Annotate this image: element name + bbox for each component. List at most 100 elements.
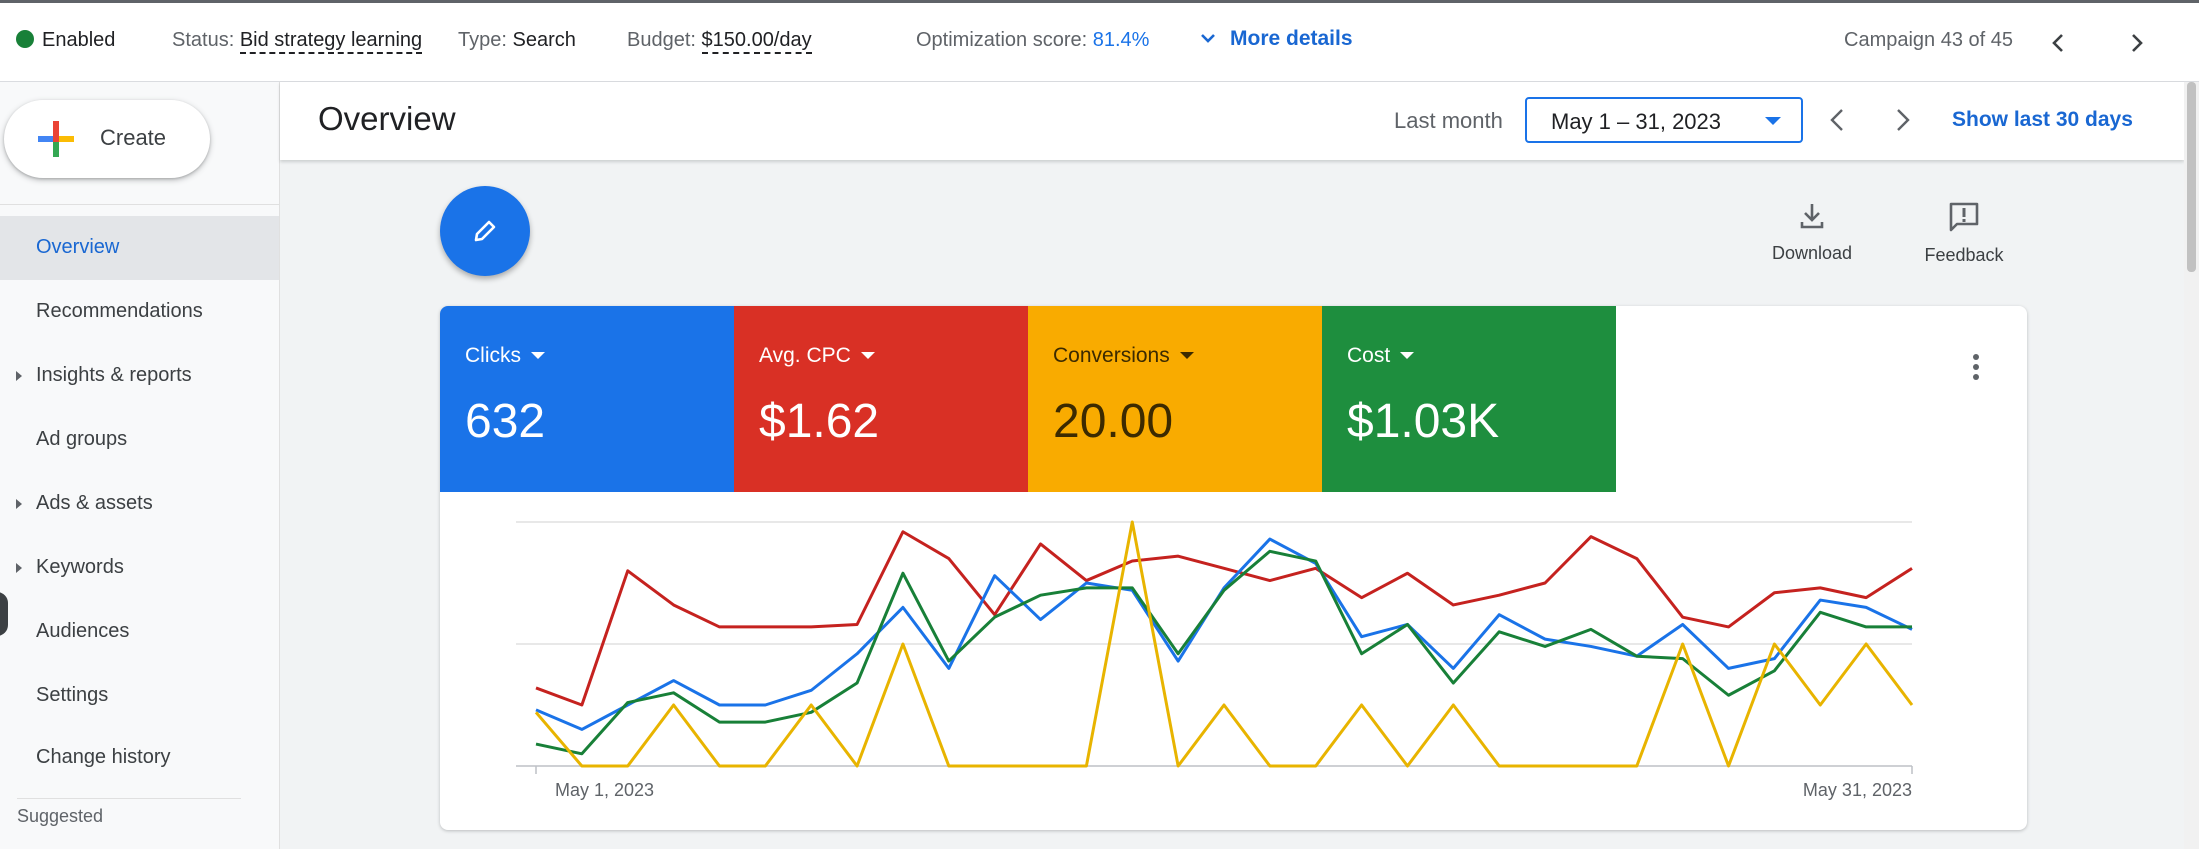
- metric-name[interactable]: Avg. CPC: [759, 344, 875, 368]
- sidebar-item-label: Change history: [36, 746, 171, 768]
- previous-period-button[interactable]: [1820, 102, 1856, 138]
- pencil-icon: [474, 220, 496, 242]
- more-details-button[interactable]: More details: [1198, 27, 1353, 51]
- feedback-icon: [1949, 202, 1979, 232]
- create-button[interactable]: Create: [4, 100, 210, 178]
- sidebar-item-recommendations[interactable]: Recommendations: [0, 280, 279, 344]
- next-campaign-button[interactable]: [2118, 25, 2154, 61]
- sidebar-item-settings[interactable]: Settings: [0, 664, 279, 728]
- type-value: Search: [512, 29, 576, 51]
- series-line-conversions: [534, 520, 1914, 768]
- optimization-label: Optimization score:: [916, 29, 1088, 51]
- enabled-dot-icon: [16, 30, 34, 48]
- next-period-button[interactable]: [1884, 102, 1920, 138]
- status-field[interactable]: Status: Bid strategy learning: [172, 29, 423, 54]
- date-range-picker[interactable]: May 1 – 31, 2023: [1525, 97, 1803, 143]
- expand-arrow-icon: [16, 371, 22, 381]
- sidebar-item-label: Insights & reports: [36, 364, 192, 386]
- x-axis-end-label: May 31, 2023: [1802, 780, 1912, 800]
- optimization-score[interactable]: Optimization score: 81.4%: [916, 29, 1149, 52]
- sidebar: Create Overview Recommendations Insights…: [0, 82, 280, 849]
- window-top-border: [0, 0, 2199, 3]
- sidebar-divider-suggested: [17, 798, 241, 799]
- campaign-counter: Campaign 43 of 45: [1844, 29, 2013, 52]
- metric-value: 632: [465, 395, 546, 448]
- campaign-counter-text: Campaign 43 of 45: [1844, 29, 2014, 51]
- sidebar-item-change-history[interactable]: Change history: [0, 726, 279, 790]
- expand-arrow-icon: [16, 499, 22, 509]
- enabled-label: Enabled: [42, 29, 116, 51]
- budget-field[interactable]: Budget: $150.00/day: [627, 29, 812, 54]
- show-last-30-days-link[interactable]: Show last 30 days: [1952, 108, 2133, 131]
- campaign-status-bar: Enabled Status: Bid strategy learning Ty…: [0, 3, 2199, 82]
- dropdown-caret-icon: [1179, 352, 1194, 359]
- suggested-heading: Suggested: [17, 806, 104, 826]
- date-range-value: May 1 – 31, 2023: [1551, 109, 1722, 134]
- series-line-cost: [535, 549, 1912, 756]
- metric-tile-conversions[interactable]: Conversions 20.00: [1028, 306, 1322, 492]
- metric-name[interactable]: Clicks: [465, 344, 545, 368]
- sidebar-item-label: Audiences: [36, 620, 130, 642]
- dropdown-caret-icon: [531, 352, 545, 359]
- feedback-label: Feedback: [1924, 245, 2004, 265]
- sidebar-item-label: Ad groups: [36, 428, 128, 450]
- performance-chart-card: Clicks 632 Avg. CPC $1.62 Conversions 20…: [440, 306, 2027, 830]
- metric-tile-clicks[interactable]: Clicks 632: [440, 306, 734, 492]
- chevron-down-icon: [1201, 34, 1215, 43]
- metric-value: $1.62: [759, 395, 880, 448]
- download-button[interactable]: Download: [1757, 200, 1867, 264]
- sidebar-item-ad-groups[interactable]: Ad groups: [0, 408, 279, 472]
- sidebar-item-overview[interactable]: Overview: [0, 216, 279, 280]
- chevron-right-icon: [1897, 109, 1910, 131]
- sidebar-collapse-handle[interactable]: [0, 592, 8, 636]
- create-label: Create: [100, 125, 167, 150]
- more-options-icon[interactable]: [1964, 350, 1988, 386]
- metric-tile-cost[interactable]: Cost $1.03K: [1322, 306, 1616, 492]
- edit-fab-button[interactable]: [440, 186, 530, 276]
- download-icon: [1800, 204, 1824, 229]
- metric-value: $1.03K: [1347, 395, 1500, 448]
- scrollbar-thumb[interactable]: [2187, 82, 2196, 272]
- sidebar-item-label: Recommendations: [36, 300, 203, 322]
- optimization-value: 81.4%: [1092, 29, 1150, 51]
- sidebar-item-label: Settings: [36, 684, 109, 706]
- sidebar-item-label: Keywords: [36, 556, 124, 578]
- x-axis-start-label: May 1, 2023: [555, 780, 655, 800]
- dropdown-caret-icon: [1765, 117, 1781, 125]
- sidebar-divider: [0, 204, 279, 205]
- chevron-right-icon: [2132, 34, 2143, 52]
- sidebar-item-label: Overview: [36, 236, 120, 258]
- overview-header: Overview Last month May 1 – 31, 2023 Sho…: [280, 82, 2184, 160]
- status-label: Status:: [172, 29, 235, 51]
- previous-campaign-button[interactable]: [2041, 25, 2077, 61]
- chevron-left-icon: [2052, 34, 2063, 52]
- dropdown-caret-icon: [1400, 352, 1415, 359]
- date-preset-label: Last month: [1394, 108, 1503, 133]
- status-value[interactable]: Bid strategy learning: [239, 29, 423, 54]
- sidebar-item-audiences[interactable]: Audiences: [0, 600, 279, 664]
- type-field: Type: Search: [458, 29, 576, 52]
- more-details-label: More details: [1230, 27, 1353, 50]
- metric-tile-avg-cpc[interactable]: Avg. CPC $1.62: [734, 306, 1028, 492]
- sidebar-item-ads-assets[interactable]: Ads & assets: [0, 472, 279, 536]
- budget-label: Budget:: [627, 29, 696, 51]
- series-line-avg-cpc: [535, 530, 1913, 707]
- expand-arrow-icon: [16, 563, 22, 573]
- download-label: Download: [1771, 243, 1853, 263]
- chevron-left-icon: [1830, 109, 1843, 131]
- dropdown-caret-icon: [860, 352, 875, 359]
- metric-name[interactable]: Conversions: [1053, 344, 1194, 368]
- sidebar-item-keywords[interactable]: Keywords: [0, 536, 279, 600]
- plus-icon: [38, 121, 74, 157]
- sidebar-item-insights-reports[interactable]: Insights & reports: [0, 344, 279, 408]
- series-line-clicks: [535, 537, 1913, 731]
- metric-value: 20.00: [1053, 395, 1174, 448]
- metric-name[interactable]: Cost: [1347, 344, 1415, 368]
- type-label: Type:: [458, 29, 507, 51]
- page-scrollbar[interactable]: [2184, 82, 2199, 849]
- page-title: Overview: [318, 100, 456, 137]
- enabled-status[interactable]: Enabled: [16, 29, 115, 52]
- feedback-button[interactable]: Feedback: [1909, 200, 2019, 266]
- sidebar-item-label: Ads & assets: [36, 492, 153, 514]
- budget-value[interactable]: $150.00/day: [701, 29, 812, 54]
